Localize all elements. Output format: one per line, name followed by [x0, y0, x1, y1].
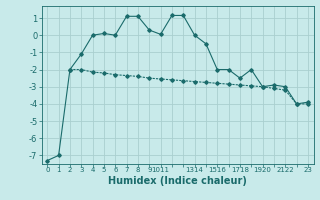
- X-axis label: Humidex (Indice chaleur): Humidex (Indice chaleur): [108, 176, 247, 186]
